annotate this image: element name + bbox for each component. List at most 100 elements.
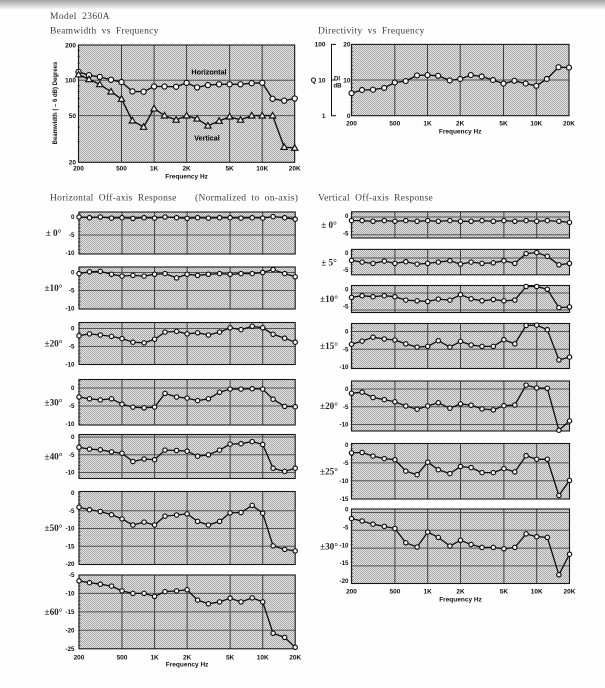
svg-text:(Normalized to on-axis): (Normalized to on-axis) xyxy=(195,193,298,204)
svg-text:0: 0 xyxy=(71,214,75,221)
svg-text:20K: 20K xyxy=(289,654,301,661)
svg-text:-5: -5 xyxy=(69,232,75,239)
svg-text:Horizontal Off-axis Response: Horizontal Off-axis Response xyxy=(50,193,177,204)
svg-text:±60°: ±60° xyxy=(45,607,63,617)
svg-text:2K: 2K xyxy=(456,589,465,596)
svg-text:0: 0 xyxy=(71,434,75,441)
svg-text:-20: -20 xyxy=(66,628,76,635)
svg-text:-20: -20 xyxy=(66,561,76,568)
svg-text:-15: -15 xyxy=(340,496,350,503)
svg-text:±25°: ±25° xyxy=(320,466,338,476)
svg-text:± 5°: ± 5° xyxy=(321,257,337,267)
svg-text:±15°: ±15° xyxy=(320,341,338,351)
svg-text:-5: -5 xyxy=(343,267,349,274)
svg-text:10K: 10K xyxy=(256,166,268,173)
svg-text:±30°: ±30° xyxy=(320,542,338,552)
svg-text:-5: -5 xyxy=(69,572,75,579)
svg-text:Vertical Off-axis Response: Vertical Off-axis Response xyxy=(318,193,433,204)
svg-text:100: 100 xyxy=(315,42,326,49)
svg-text:Frequency Hz: Frequency Hz xyxy=(439,129,482,136)
svg-text:±20°: ±20° xyxy=(320,401,338,411)
svg-text:Model 2360A: Model 2360A xyxy=(50,12,110,22)
svg-text:-15: -15 xyxy=(340,560,350,567)
svg-text:10K: 10K xyxy=(257,654,269,661)
svg-text:-5: -5 xyxy=(69,452,75,459)
svg-text:5K: 5K xyxy=(225,166,234,173)
svg-text:10: 10 xyxy=(343,77,351,84)
svg-text:10: 10 xyxy=(318,77,326,84)
svg-text:500: 500 xyxy=(117,654,128,661)
svg-text:-5: -5 xyxy=(69,288,75,295)
svg-text:200: 200 xyxy=(73,166,84,173)
svg-text:500: 500 xyxy=(389,121,400,128)
svg-text:Directivity vs Frequency: Directivity vs Frequency xyxy=(318,27,425,37)
svg-text:Horizontal: Horizontal xyxy=(191,68,226,77)
svg-text:±20°: ±20° xyxy=(45,339,63,349)
svg-text:-5: -5 xyxy=(343,346,349,353)
svg-text:0: 0 xyxy=(345,507,349,514)
svg-text:-10: -10 xyxy=(66,250,76,257)
svg-text:-10: -10 xyxy=(340,422,350,429)
svg-text:-5: -5 xyxy=(69,403,75,410)
svg-text:-5: -5 xyxy=(69,344,75,351)
svg-text:1K: 1K xyxy=(424,589,433,596)
svg-text:± 0°: ± 0° xyxy=(321,220,337,230)
svg-text:±50°: ±50° xyxy=(45,523,63,533)
svg-text:-10: -10 xyxy=(66,362,76,369)
svg-text:Beamwidth ( – 6 dB) Degrees: Beamwidth ( – 6 dB) Degrees xyxy=(53,61,59,144)
svg-text:Beamwidth vs Frequency: Beamwidth vs Frequency xyxy=(50,27,159,37)
svg-text:Frequency Hz: Frequency Hz xyxy=(165,174,208,181)
svg-text:0: 0 xyxy=(345,329,349,336)
svg-text:-20: -20 xyxy=(340,578,350,585)
svg-text:-10: -10 xyxy=(66,421,76,428)
svg-text:1: 1 xyxy=(322,113,326,120)
svg-text:-10: -10 xyxy=(66,526,76,533)
svg-text:dB: dB xyxy=(334,84,343,90)
svg-text:200: 200 xyxy=(346,589,357,596)
svg-text:0: 0 xyxy=(345,442,349,449)
svg-text:0: 0 xyxy=(345,386,349,393)
svg-text:1K: 1K xyxy=(150,654,159,661)
svg-text:2K: 2K xyxy=(183,654,192,661)
svg-text:-10: -10 xyxy=(66,591,76,598)
svg-text:-10: -10 xyxy=(340,364,350,371)
svg-text:20K: 20K xyxy=(564,589,576,596)
svg-text:0: 0 xyxy=(71,326,75,333)
svg-text:0: 0 xyxy=(71,490,75,497)
svg-text:1K: 1K xyxy=(150,166,159,173)
svg-text:±40°: ±40° xyxy=(45,452,63,462)
svg-text:-10: -10 xyxy=(66,306,76,313)
svg-text:2K: 2K xyxy=(456,121,465,128)
svg-text:500: 500 xyxy=(389,589,400,596)
svg-text:2K: 2K xyxy=(182,166,191,173)
svg-text:5K: 5K xyxy=(499,121,508,128)
svg-text:Q: Q xyxy=(311,77,317,84)
svg-text:0: 0 xyxy=(345,213,349,220)
svg-text:-5: -5 xyxy=(343,525,349,532)
svg-text:± 0°: ± 0° xyxy=(46,228,62,238)
svg-text:200: 200 xyxy=(346,121,357,128)
svg-text:0: 0 xyxy=(71,270,75,277)
svg-text:Vertical: Vertical xyxy=(194,134,220,143)
svg-text:-5: -5 xyxy=(69,508,75,515)
svg-text:-15: -15 xyxy=(66,544,76,551)
svg-text:0: 0 xyxy=(71,385,75,392)
svg-text:500: 500 xyxy=(116,166,127,173)
svg-text:20: 20 xyxy=(69,160,77,167)
svg-text:-25: -25 xyxy=(66,646,76,653)
svg-text:5K: 5K xyxy=(226,654,235,661)
svg-text:0: 0 xyxy=(345,250,349,257)
svg-text:20: 20 xyxy=(343,42,351,49)
svg-text:50: 50 xyxy=(69,113,77,120)
svg-text:200: 200 xyxy=(65,42,76,49)
svg-text:-10: -10 xyxy=(340,478,350,485)
svg-text:10K: 10K xyxy=(530,121,542,128)
svg-text:Frequency Hz: Frequency Hz xyxy=(166,661,209,668)
svg-text:-5: -5 xyxy=(343,460,349,467)
svg-text:10K: 10K xyxy=(531,589,543,596)
svg-text:-5: -5 xyxy=(343,231,349,238)
svg-text:Frequency Hz: Frequency Hz xyxy=(439,597,482,604)
svg-text:-10: -10 xyxy=(66,470,76,477)
svg-text:100: 100 xyxy=(65,78,76,85)
svg-text:-10: -10 xyxy=(340,542,350,549)
